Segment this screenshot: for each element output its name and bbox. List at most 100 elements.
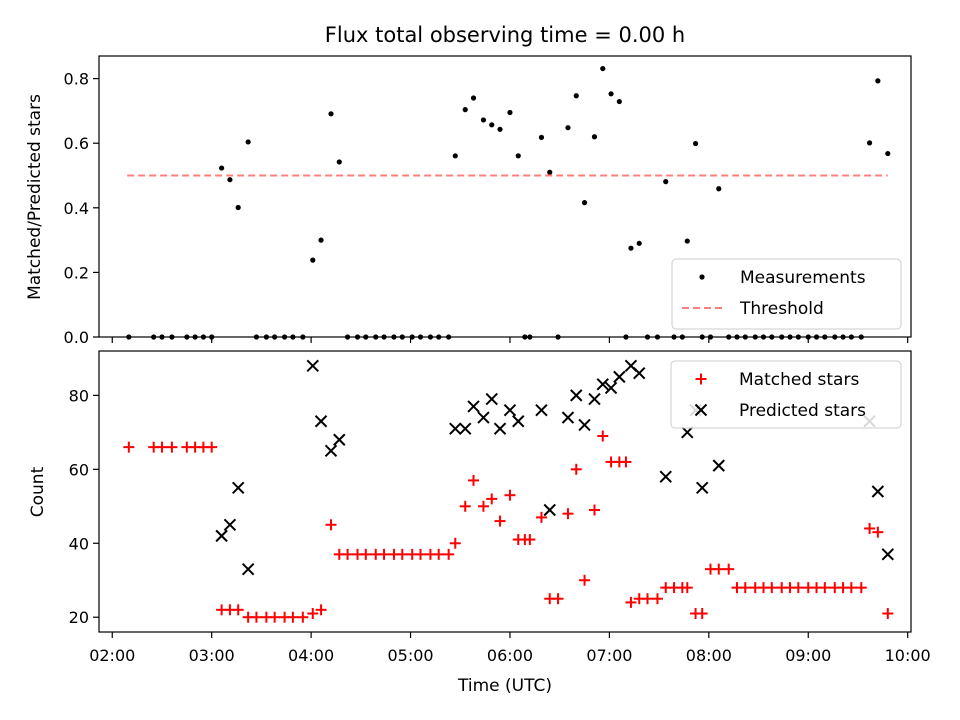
matched-star-marker (396, 548, 408, 560)
predicted-star-marker (681, 426, 694, 439)
matched-star-marker (325, 519, 337, 531)
matched-star-marker (166, 441, 178, 453)
predicted-star-marker (241, 562, 255, 576)
predicted-star-marker (223, 518, 237, 531)
predicted-star-marker (512, 415, 525, 428)
matched-star-marker (468, 474, 480, 486)
predicted-star-marker (231, 481, 245, 495)
x-tick-label: 09:00 (785, 646, 831, 665)
predicted-star-marker (333, 433, 346, 446)
legend-entry-label: Predicted stars (739, 401, 866, 421)
matched-star-marker (123, 441, 135, 453)
predicted-star-marker (712, 459, 725, 472)
legend-entry-label: Threshold (739, 299, 824, 319)
x-tick-label: 05:00 (387, 646, 433, 665)
top-axes-frame (98, 55, 912, 338)
bottom-panel: 20 40 60 80 02:00 03:00 04:00 05:00 06:00 07:00 08… (28, 350, 931, 696)
matched-star-marker (342, 548, 354, 560)
measurement-point (608, 91, 614, 97)
matched-star-marker (269, 611, 281, 623)
predicted-star-marker (613, 370, 626, 384)
predicted-star-marker (503, 403, 517, 417)
matched-star-marker (713, 563, 725, 575)
bottom-legend: Matched stars Predicted stars (670, 360, 902, 429)
matched-star-marker (562, 508, 574, 520)
predicted-star-marker (871, 485, 885, 498)
predicted-star-marker (314, 415, 328, 428)
predicted-star-marker (535, 403, 548, 417)
predicted-star-marker (449, 422, 462, 435)
matched-star-marker (315, 604, 327, 616)
measurement-point (692, 140, 699, 147)
measurement-point (219, 165, 225, 171)
measurement-point (470, 95, 477, 101)
matched-star-marker (206, 441, 218, 453)
predicted-star-marker (215, 529, 228, 543)
matched-star-marker (552, 593, 564, 605)
top-y-axis-label: Matched/Predicted stars (25, 94, 45, 300)
predicted-star-marker (659, 470, 672, 483)
matched-star-marker (642, 593, 654, 605)
matched-star-marker (477, 500, 489, 512)
matched-star-marker (864, 522, 876, 534)
matched-star-marker (651, 593, 663, 605)
predicted-star-marker (324, 444, 338, 458)
measurement-point (885, 150, 891, 157)
top-axis-ticks: 0.0 0.2 0.4 0.6 0.8 (64, 70, 909, 347)
matched-star-marker (739, 582, 751, 594)
measurement-point (663, 179, 669, 185)
predicted-star-marker (588, 392, 601, 406)
measurement-point (328, 111, 334, 117)
predicted-star-marker (543, 503, 556, 517)
x-tick-label: 10:00 (885, 646, 931, 665)
predicted-star-marker (306, 359, 319, 372)
measurement-point (636, 240, 642, 246)
matched-star-marker (360, 548, 372, 560)
matched-star-marker (588, 504, 600, 516)
bottom-axis-ticks: 20 40 60 80 02:00 03:00 04:00 05:00 06:00 07:00 08… (69, 386, 931, 665)
measurement-point (462, 107, 468, 113)
measurement-point (310, 257, 316, 263)
matched-star-marker (882, 608, 894, 620)
predicted-star-marker (459, 422, 472, 435)
x-tick-label: 03:00 (189, 646, 235, 665)
predicted-star-marker (485, 392, 498, 406)
measurement-point (245, 139, 251, 145)
predicted-star-marker (561, 411, 575, 424)
measurement-point (573, 93, 579, 99)
legend-entry-label: Measurements (740, 268, 866, 288)
measurement-point (235, 204, 241, 211)
matched-star-marker (297, 611, 309, 623)
measurement-point (866, 140, 873, 146)
y-tick-label: 0.8 (64, 70, 89, 89)
matched-star-marker (872, 526, 884, 538)
measurement-point (581, 200, 588, 206)
matched-star-marker (579, 574, 591, 586)
matched-star-marker (307, 608, 319, 620)
top-legend-box (671, 258, 902, 330)
y-tick-label: 0.4 (64, 199, 89, 218)
x-axis-label: Time (UTC) (457, 676, 552, 696)
top-plot-marks (126, 65, 891, 340)
x-tick-label: 02:00 (89, 646, 135, 665)
predicted-star-marker (633, 366, 646, 380)
measurement-point (318, 237, 324, 243)
bottom-plot-marks (123, 359, 895, 623)
matched-star-marker (250, 611, 262, 623)
y-tick-label: 0.6 (64, 134, 89, 153)
matched-star-marker (855, 582, 867, 594)
predicted-star-marker (570, 389, 583, 402)
predicted-star-marker (604, 381, 618, 395)
matched-star-marker (433, 548, 445, 560)
matched-star-marker (156, 441, 168, 453)
matched-star-marker (696, 608, 708, 620)
matched-star-marker (443, 548, 455, 560)
predicted-star-marker (881, 548, 895, 561)
predicted-star-marker (695, 481, 709, 495)
measurement-point (616, 98, 622, 105)
matched-star-marker (766, 582, 778, 594)
predicted-star-marker (477, 411, 490, 424)
bottom-axes-frame (98, 350, 912, 633)
matched-star-marker (535, 511, 547, 523)
